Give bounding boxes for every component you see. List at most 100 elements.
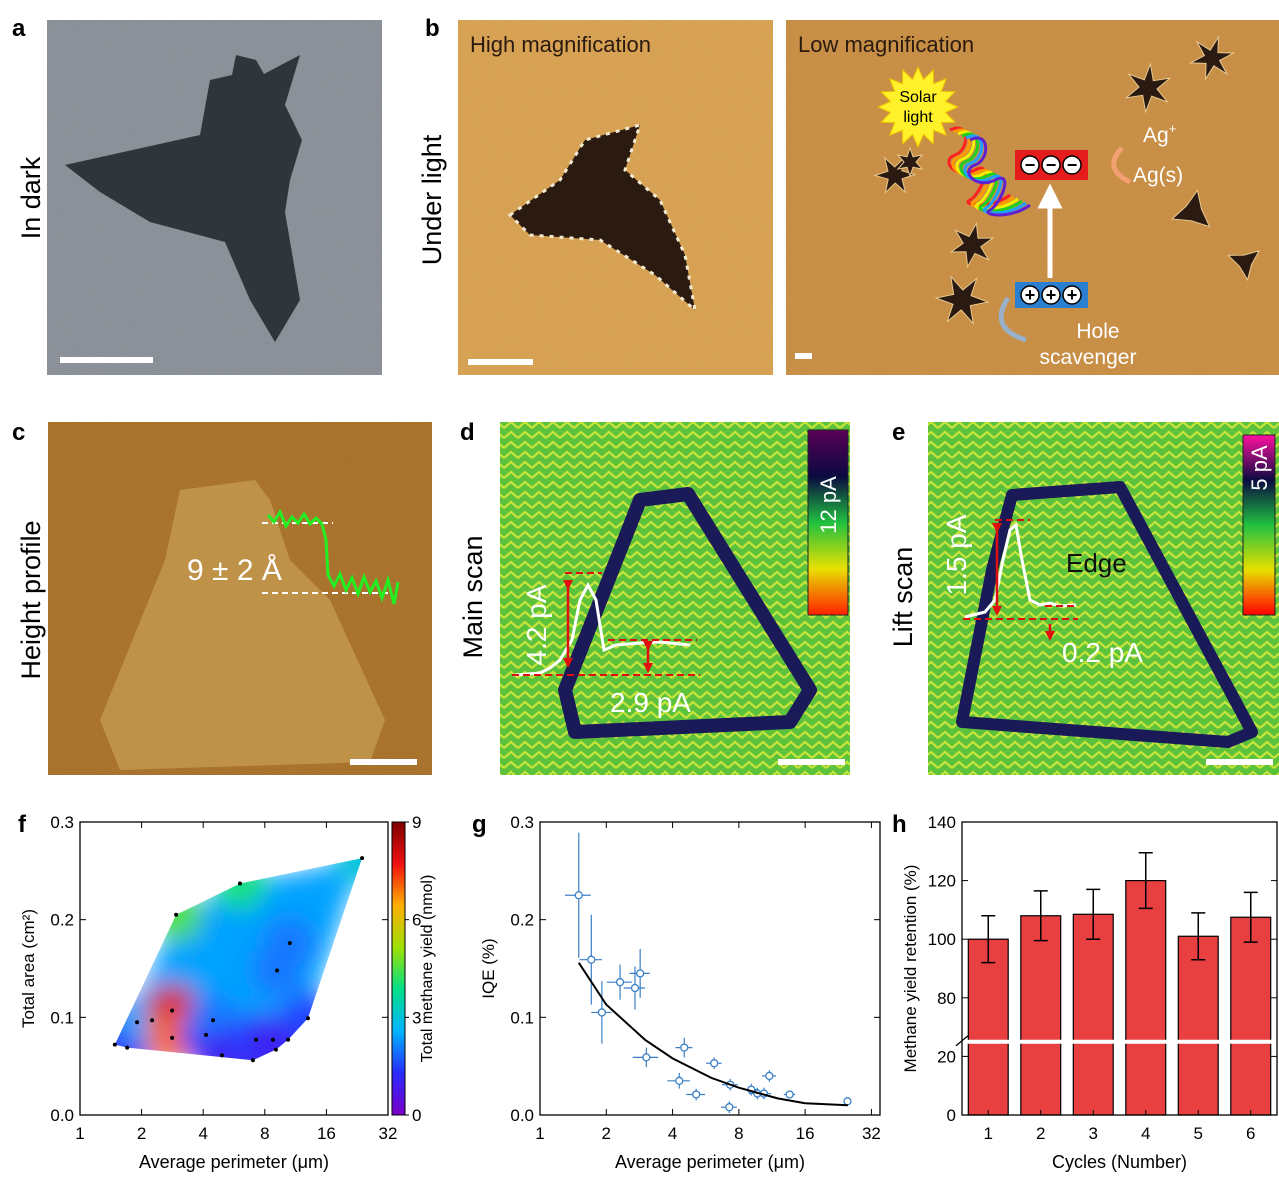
side-label: Height profile — [16, 520, 46, 679]
x-tick-label: 6 — [1246, 1124, 1255, 1143]
product-label: Ag(s) — [1133, 164, 1183, 187]
panel-label: g — [472, 811, 487, 838]
colorbar-label: 12 pA — [816, 476, 841, 534]
data-point — [676, 1077, 683, 1084]
x-tick-label: 16 — [796, 1124, 815, 1143]
y-tick-label: 140 — [928, 813, 956, 832]
panel-label: b — [425, 15, 440, 42]
x-axis-title: Cycles (Number) — [1052, 1152, 1187, 1172]
sun — [878, 67, 958, 147]
data-point — [135, 1020, 139, 1024]
colorbar-tick-label: 9 — [412, 813, 421, 832]
data-point — [204, 1033, 208, 1037]
y-tick-label: 100 — [928, 930, 956, 949]
y-tick-label: 0.2 — [50, 911, 74, 930]
y-tick-label: 0 — [947, 1106, 956, 1125]
panel-b: b Under light High magnification Low mag… — [417, 15, 1279, 375]
hole-sign: + — [1025, 285, 1036, 305]
y-tick-label: 0.2 — [510, 911, 534, 930]
data-point — [786, 1091, 793, 1098]
hole-sign: + — [1067, 285, 1078, 305]
peak-label: 1.5 pA — [941, 514, 972, 595]
y-tick-label: 0.1 — [50, 1008, 74, 1027]
side-label: Lift scan — [888, 547, 918, 648]
sun-label: Solar — [899, 89, 937, 106]
decoration: Ag — [1143, 124, 1169, 147]
y-axis-title: IQE (%) — [479, 938, 498, 998]
x-tick-label: 16 — [317, 1124, 336, 1143]
data-point — [631, 985, 638, 992]
image-title: High magnification — [470, 32, 651, 57]
colorbar-label: 5 pA — [1247, 445, 1272, 491]
panel-label: c — [12, 419, 25, 446]
y-tick-label: 0.3 — [510, 813, 534, 832]
base-label: 0.2 pA — [1062, 637, 1143, 668]
data-point — [286, 1038, 290, 1042]
data-point — [844, 1098, 851, 1105]
bar — [968, 939, 1008, 1115]
x-axis-title: Average perimeter (μm) — [139, 1152, 329, 1172]
data-point — [617, 979, 624, 986]
panel-e: e Lift scan 5 pA 1.5 pA Edge 0.2 pA — [888, 419, 1279, 775]
x-tick-label: 1 — [535, 1124, 544, 1143]
scavenger-label: Hole — [1076, 320, 1119, 343]
data-point — [575, 892, 582, 899]
x-tick-label: 32 — [379, 1124, 398, 1143]
electron-sign: − — [1025, 155, 1036, 175]
x-tick-label: 8 — [734, 1124, 743, 1143]
y-tick-label: 20 — [937, 1047, 956, 1066]
data-point — [170, 1036, 174, 1040]
x-tick-label: 3 — [1089, 1124, 1098, 1143]
data-point — [211, 1018, 215, 1022]
image-title: Low magnification — [798, 32, 974, 57]
bar — [1073, 914, 1113, 1115]
y-tick-label: 0.0 — [50, 1106, 74, 1125]
scavenger-label: scavenger — [1040, 346, 1137, 369]
data-point — [726, 1104, 733, 1111]
x-tick-label: 4 — [1141, 1124, 1150, 1143]
data-point — [588, 956, 595, 963]
annotation: 9 ± 2 Å — [187, 554, 282, 587]
y-axis-title: Methane yield retention (%) — [901, 865, 920, 1073]
x-tick-label: 2 — [1036, 1124, 1045, 1143]
peak-label: 4.2 pA — [521, 584, 552, 665]
colorbar-tick-label: 0 — [412, 1106, 421, 1125]
x-axis-title: Average perimeter (μm) — [615, 1152, 805, 1172]
data-point — [306, 1016, 310, 1020]
panel-a: a In dark — [12, 15, 382, 375]
side-label: In dark — [16, 156, 46, 239]
panel-label: f — [18, 811, 27, 838]
y-tick-label: 0.3 — [50, 813, 74, 832]
y-tick-label: 80 — [937, 989, 956, 1008]
y-tick-label: 0.0 — [510, 1106, 534, 1125]
x-tick-label: 2 — [137, 1124, 146, 1143]
x-tick-label: 1 — [984, 1124, 993, 1143]
data-point — [274, 1048, 278, 1052]
side-label: Under light — [417, 134, 447, 265]
data-point — [125, 1046, 129, 1050]
x-tick-label: 32 — [862, 1124, 881, 1143]
data-point — [275, 968, 279, 972]
data-point — [238, 882, 242, 886]
data-point — [360, 856, 364, 860]
base-label: 2.9 pA — [610, 687, 691, 718]
panel-label: e — [892, 419, 905, 446]
data-point — [174, 913, 178, 917]
panel-label: a — [12, 15, 26, 42]
data-point — [254, 1038, 258, 1042]
edge-label: Edge — [1066, 548, 1127, 578]
panel-label: d — [460, 419, 475, 446]
panel-label: h — [892, 811, 907, 838]
data-point — [643, 1054, 650, 1061]
x-tick-label: 4 — [668, 1124, 677, 1143]
bar — [1231, 917, 1271, 1115]
colorbar — [392, 822, 405, 1115]
data-point — [288, 941, 292, 945]
chart: 0.00.10.20.312481632Average perimeter (μ… — [479, 813, 881, 1172]
x-tick-label: 1 — [75, 1124, 84, 1143]
chart: 12345602080100120140Cycles (Number)Metha… — [901, 813, 1277, 1172]
plot-frame — [962, 822, 1277, 1115]
data-point — [711, 1060, 718, 1067]
x-tick-label: 2 — [602, 1124, 611, 1143]
